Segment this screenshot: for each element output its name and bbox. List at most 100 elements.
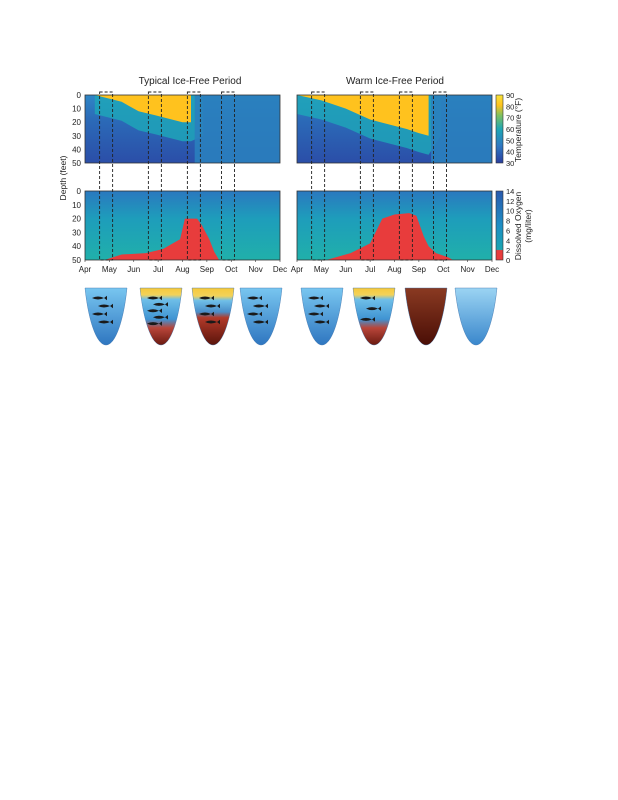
y-tick-label: 0 [77, 91, 82, 100]
y-tick-label: 40 [72, 242, 81, 251]
fish-icon [247, 295, 262, 301]
temperature-colorbar-tick: 40 [506, 148, 514, 157]
lake-cross-section-warm-Jul [352, 287, 396, 346]
x-tick-label: Jul [365, 265, 375, 274]
sampling-window-1-1 [359, 91, 374, 261]
x-tick-label: Nov [461, 265, 475, 274]
fish-icon [360, 317, 375, 322]
temperature-colorbar-tick: 50 [506, 136, 514, 145]
x-tick-label: May [102, 265, 117, 274]
oxygen-colorbar-tick: 4 [506, 236, 510, 245]
sampling-window-0-1 [147, 91, 162, 261]
fish-icon [199, 295, 214, 301]
y-tick-label: 0 [77, 187, 82, 196]
x-tick-label: Sep [200, 265, 215, 274]
x-tick-label: Sep [412, 265, 427, 274]
warm-surface-layer-0 [94, 95, 191, 123]
y-tick-label: 30 [72, 132, 81, 141]
fish-icon [366, 306, 381, 311]
fish-icon [98, 303, 113, 309]
y-tick-label: 50 [72, 256, 81, 265]
y-tick-label: 50 [72, 159, 81, 168]
fish-icon [247, 311, 262, 317]
y-tick-label: 10 [72, 105, 81, 114]
post-turnover-column-1 [431, 95, 492, 163]
x-tick-label: Apr [291, 265, 304, 274]
x-tick-label: Aug [387, 265, 401, 274]
oxygen-colorbar-tick: 8 [506, 217, 510, 226]
fish-icon [205, 319, 220, 325]
x-tick-label: Oct [225, 265, 238, 274]
lake-cross-section-warm-Nov [454, 287, 498, 346]
temperature-panel-frame-0 [84, 94, 281, 164]
oxygen-colorbar-label-line2: (mg/liter) [523, 209, 533, 243]
oxygen-colorbar-tick: 14 [506, 187, 514, 196]
post-turnover-column-0 [194, 95, 280, 163]
title-warm: Warm Ice-Free Period [346, 76, 444, 87]
x-tick-label: May [314, 265, 329, 274]
fish-icon [253, 319, 268, 325]
sampling-window-1-3 [433, 91, 447, 261]
lake-cross-section-warm-May [300, 287, 344, 346]
fish-icon [199, 311, 214, 317]
temperature-colorbar-tick: 90 [506, 91, 514, 100]
fish-icon [360, 295, 375, 301]
x-tick-label: Apr [79, 265, 92, 274]
oxygen-colorbar [495, 190, 504, 261]
fish-icon [253, 303, 268, 309]
oxygen-colorbar-tick: 10 [506, 207, 514, 216]
temperature-colorbar-tick: 80 [506, 102, 514, 111]
warm-surface-layer-1 [297, 95, 429, 136]
fish-icon [153, 302, 168, 307]
temperature-colorbar-tick: 30 [506, 159, 514, 168]
fish-icon [92, 311, 107, 317]
fish-icon [308, 311, 323, 317]
fish-icon [98, 319, 113, 325]
y-tick-label: 30 [72, 228, 81, 237]
x-tick-label: Nov [249, 265, 263, 274]
low-oxygen-zone-3 [326, 213, 453, 260]
sampling-window-0-0 [99, 91, 114, 261]
x-tick-label: Dec [273, 265, 287, 274]
sampling-window-1-2 [398, 91, 413, 261]
oxygen-colorbar-tick: 12 [506, 197, 514, 206]
y-tick-label: 10 [72, 201, 81, 210]
x-tick-label: Oct [437, 265, 450, 274]
sampling-window-0-3 [221, 91, 235, 261]
temperature-colorbar-label: Temperature (°F) [513, 98, 523, 163]
temperature-colorbar-tick: 70 [506, 114, 514, 123]
oxygen-colorbar-tick: 6 [506, 226, 510, 235]
fish-icon [92, 295, 107, 301]
x-tick-label: Aug [175, 265, 189, 274]
low-oxygen-zone-2 [104, 218, 220, 260]
fish-icon [314, 319, 329, 325]
temperature-colorbar [495, 94, 504, 164]
lake-stratification-figure: 0 10 20 30 40 50 0 10 20 30 40 50 Apr May Jun Jul Aug Sep… [0, 0, 618, 360]
y-tick-label: 20 [72, 215, 81, 224]
sampling-window-0-2 [186, 91, 201, 261]
title-typical: Typical Ice-Free Period [139, 76, 242, 87]
x-tick-label: Jul [153, 265, 163, 274]
temperature-colorbar-tick: 60 [506, 125, 514, 134]
fish-icon [153, 314, 168, 320]
y-tick-label: 40 [72, 145, 81, 154]
fish-icon [205, 303, 220, 309]
y-axis-label: Depth (feet) [58, 155, 68, 200]
oxygen-colorbar-tick: 2 [506, 246, 510, 255]
y-tick-label: 20 [72, 118, 81, 127]
fish-icon [147, 308, 162, 314]
fish-icon [147, 295, 162, 301]
lake-cross-section-typical-Sep [191, 287, 235, 346]
lake-cross-section-warm-Sep [404, 287, 448, 346]
oxygen-colorbar-tick: 0 [506, 256, 510, 265]
sampling-window-1-0 [311, 91, 326, 261]
x-tick-label: Jun [339, 265, 352, 274]
lake-cross-section-typical-May [84, 287, 128, 346]
fish-icon [308, 295, 323, 301]
oxygen-colorbar-label-line1: Dissolved Oxygen [513, 191, 523, 260]
fish-icon [147, 321, 162, 326]
lake-cross-section-typical-Nov [239, 287, 283, 346]
x-tick-label: Dec [485, 265, 499, 274]
fish-icon [314, 303, 329, 309]
